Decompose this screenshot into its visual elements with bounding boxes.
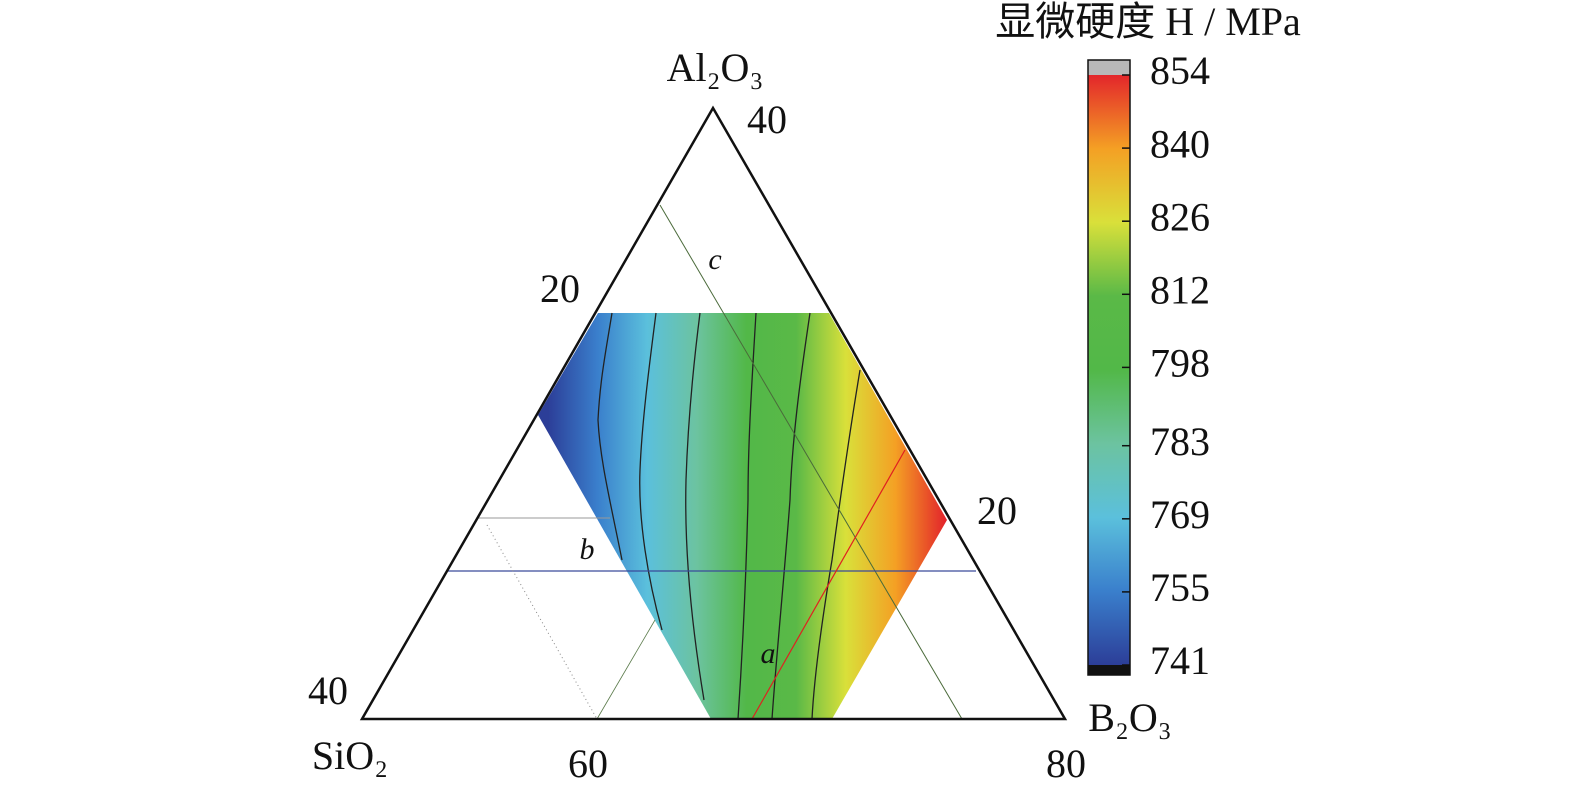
tick-label: 60 bbox=[568, 741, 608, 786]
colorbar-tick-label: 840 bbox=[1150, 121, 1210, 166]
contour bbox=[685, 312, 705, 701]
colorbar: 741 755 769 783 798 812 826 840 854 bbox=[1087, 48, 1210, 683]
ternary-frame bbox=[359, 105, 1068, 721]
line-c bbox=[659, 204, 963, 720]
colorbar-over bbox=[1088, 60, 1130, 75]
colorbar-tick-label: 755 bbox=[1150, 565, 1210, 610]
contour bbox=[597, 312, 623, 561]
hardness-field bbox=[538, 313, 947, 719]
annotation: a bbox=[761, 637, 776, 670]
colorbar-title: 显微硬度 H / MPa bbox=[995, 0, 1301, 44]
axis-label: Al₂O₃ bbox=[667, 45, 764, 90]
colorbar-body bbox=[1088, 75, 1130, 665]
tick-label: 20 bbox=[977, 488, 1017, 533]
contour bbox=[639, 312, 663, 631]
colorbar-tick-label: 783 bbox=[1150, 419, 1210, 464]
contour bbox=[811, 369, 861, 720]
colorbar-tick-label: 741 bbox=[1150, 638, 1210, 683]
tick-label: 80 bbox=[1046, 741, 1086, 786]
contour bbox=[737, 312, 757, 720]
colorbar-tick-label: 826 bbox=[1150, 194, 1210, 239]
annotation: c bbox=[708, 243, 721, 276]
axis-label: SiO₂ bbox=[312, 733, 388, 778]
line-a bbox=[751, 449, 906, 720]
tick-label: 40 bbox=[308, 668, 348, 713]
guide-line bbox=[596, 619, 656, 720]
tick-label: 20 bbox=[540, 266, 580, 311]
contour-lines bbox=[597, 312, 861, 720]
colorbar-tick-label: 769 bbox=[1150, 492, 1210, 537]
colorbar-tick-label: 798 bbox=[1150, 341, 1210, 386]
tick-label: 40 bbox=[747, 97, 787, 142]
axis-label: B₂O₃ bbox=[1088, 695, 1171, 740]
contour bbox=[771, 312, 811, 720]
annotation: b bbox=[580, 533, 595, 566]
colorbar-tick-label: 854 bbox=[1150, 48, 1210, 93]
colorbar-under bbox=[1088, 665, 1130, 675]
colorbar-tick-label: 812 bbox=[1150, 267, 1210, 312]
